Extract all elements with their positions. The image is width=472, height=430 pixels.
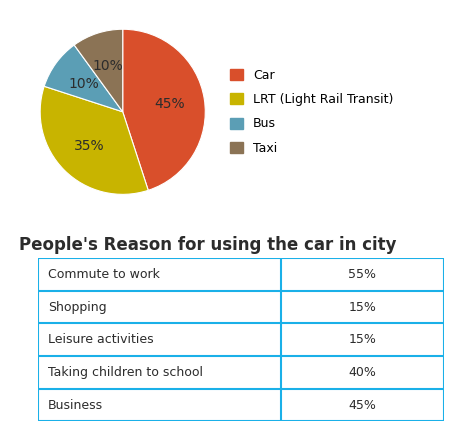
Wedge shape bbox=[44, 45, 123, 112]
Wedge shape bbox=[123, 29, 205, 190]
Text: Commute to work: Commute to work bbox=[48, 268, 160, 281]
Text: 55%: 55% bbox=[348, 268, 377, 281]
Text: Leisure activities: Leisure activities bbox=[48, 333, 153, 346]
Text: 45%: 45% bbox=[348, 399, 377, 412]
Wedge shape bbox=[74, 29, 123, 112]
Text: 35%: 35% bbox=[74, 138, 104, 153]
Text: 10%: 10% bbox=[68, 77, 99, 91]
Text: 10%: 10% bbox=[93, 59, 123, 73]
Text: Business: Business bbox=[48, 399, 103, 412]
Text: 15%: 15% bbox=[348, 301, 377, 313]
Text: Taking children to school: Taking children to school bbox=[48, 366, 203, 379]
Text: 40%: 40% bbox=[348, 366, 377, 379]
Wedge shape bbox=[40, 86, 148, 194]
Text: 15%: 15% bbox=[348, 333, 377, 346]
Text: People's Reason for using the car in city: People's Reason for using the car in cit… bbox=[19, 236, 396, 254]
Text: 45%: 45% bbox=[155, 97, 185, 111]
Legend: Car, LRT (Light Rail Transit), Bus, Taxi: Car, LRT (Light Rail Transit), Bus, Taxi bbox=[230, 69, 393, 155]
Text: Shopping: Shopping bbox=[48, 301, 107, 313]
